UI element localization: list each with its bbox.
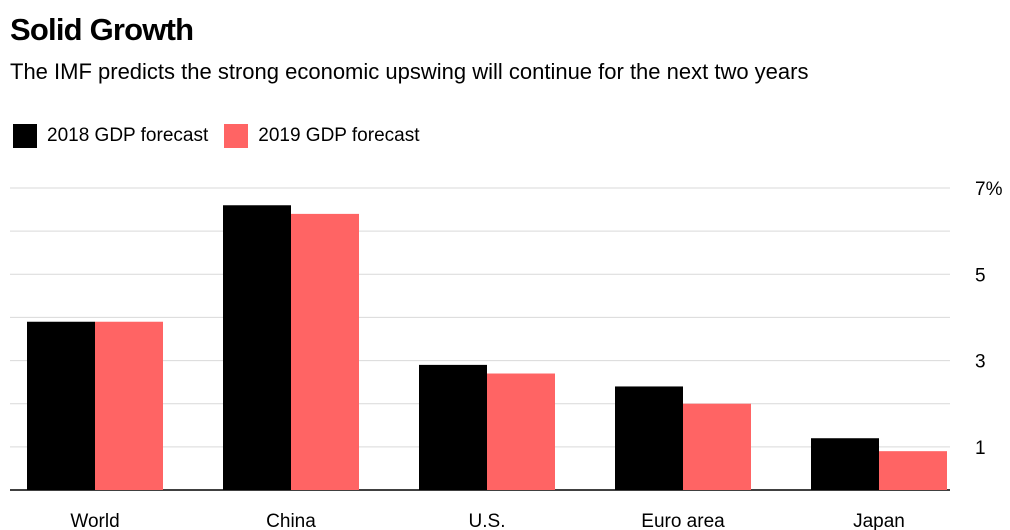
legend-swatch-2019	[224, 124, 249, 148]
legend-label-2018: 2018 GDP forecast	[47, 125, 209, 146]
bar-euro-area-2018	[615, 386, 683, 490]
chart-legend: 2018 GDP forecast 2019 GDP forecast	[13, 124, 436, 148]
bar-world-2018	[27, 321, 95, 490]
x-category-label: Euro area	[641, 511, 725, 530]
legend-swatch-2018	[13, 124, 37, 148]
y-axis: 7% 5 3 1	[975, 179, 1003, 459]
legend-label-2019: 2019 GDP forecast	[258, 125, 420, 146]
bar-world-2019	[95, 321, 163, 490]
x-category-label: China	[266, 511, 316, 530]
bar-u-s-2019	[487, 373, 555, 490]
bar-japan-2019	[879, 451, 947, 490]
chart-subtitle: The IMF predicts the strong economic ups…	[10, 59, 809, 84]
legend-item-2018: 2018 GDP forecast	[13, 124, 208, 148]
x-category-label: Japan	[853, 511, 905, 530]
y-tick-label: 3	[975, 352, 986, 373]
bar-euro-area-2019	[683, 403, 751, 490]
bars	[27, 205, 947, 490]
bar-u-s-2018	[419, 364, 487, 490]
bar-china-2018	[223, 205, 291, 490]
x-category-label: World	[70, 511, 119, 530]
bar-china-2019	[291, 213, 359, 490]
x-category-label: U.S.	[469, 511, 506, 530]
y-tick-label: 5	[975, 265, 986, 286]
y-tick-label: 7%	[975, 179, 1003, 200]
y-tick-label: 1	[975, 438, 986, 459]
legend-item-2019: 2019 GDP forecast	[224, 124, 420, 148]
bar-japan-2018	[811, 438, 879, 490]
x-axis: World China U.S. Euro area Japan	[70, 511, 905, 530]
gridlines	[10, 187, 950, 491]
chart-title: Solid Growth	[10, 12, 194, 47]
